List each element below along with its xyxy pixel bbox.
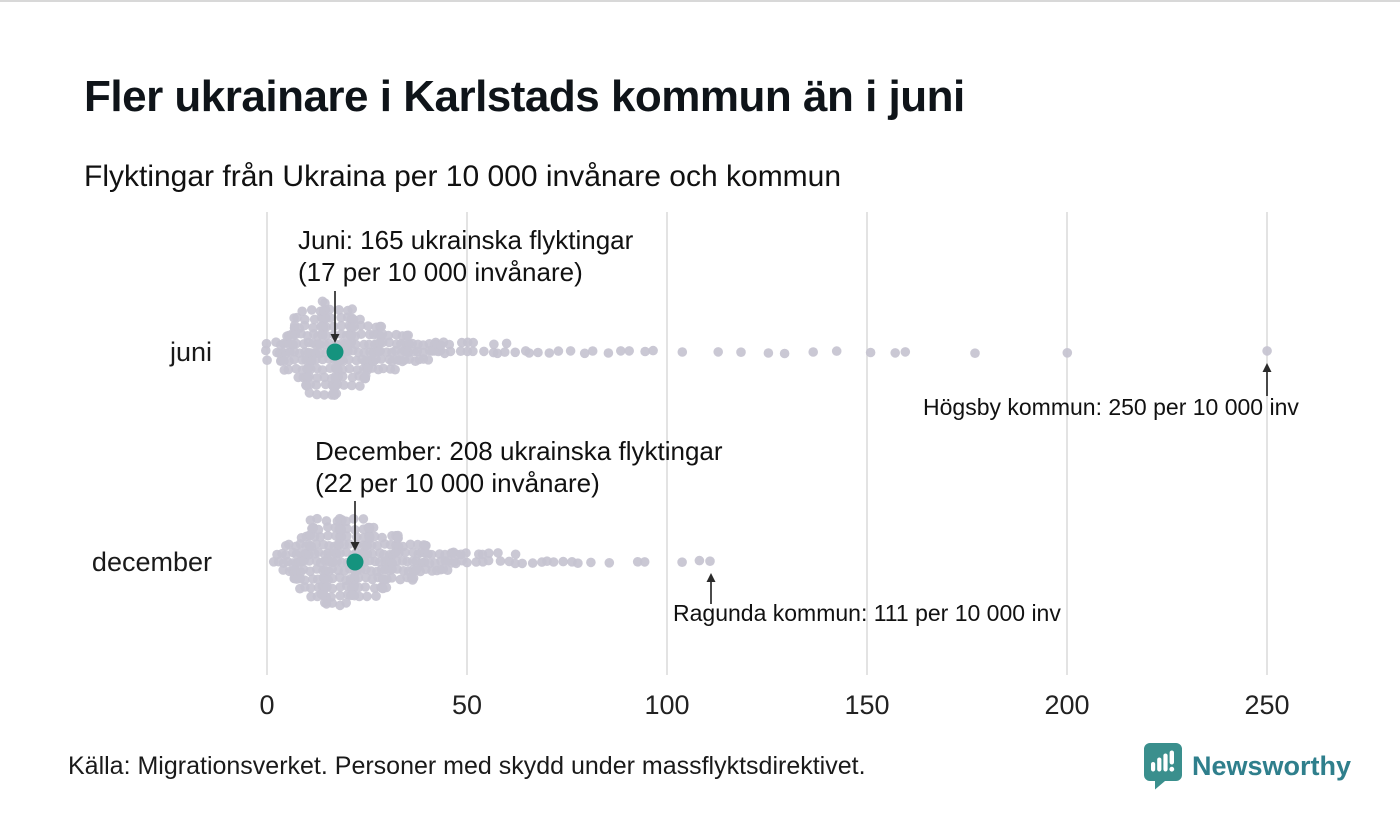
row-label-juni: juni (169, 337, 212, 367)
annotation-december: December: 208 ukrainska flyktingar (22 p… (315, 435, 723, 499)
annotation-december-line1: December: 208 ukrainska flyktingar (315, 436, 723, 466)
x-tick-label: 100 (644, 690, 690, 720)
annotation-juni: Juni: 165 ukrainska flyktingar (17 per 1… (298, 224, 633, 288)
swarm-juni (261, 296, 1272, 401)
annotation-hogsby: Högsby kommun: 250 per 10 000 inv (923, 394, 1299, 420)
highlight-dot-december (346, 553, 364, 571)
newsworthy-logo-text: Newsworthy (1192, 750, 1352, 781)
annotation-arrow-ragunda (706, 573, 716, 604)
highlight-dot-juni (326, 343, 344, 361)
swarm-december (268, 513, 715, 611)
newsworthy-logo: Newsworthy (1143, 742, 1351, 790)
x-tick-label: 0 (259, 690, 275, 720)
page-title: Fler ukrainare i Karlstads kommun än i j… (84, 72, 965, 121)
x-tick-label: 250 (1244, 690, 1290, 720)
annotation-ragunda: Ragunda kommun: 111 per 10 000 inv (673, 600, 1061, 626)
page-subtitle: Flyktingar från Ukraina per 10 000 invån… (84, 160, 842, 193)
speech-bubble-shape (1144, 743, 1182, 790)
annotation-juni-line2: (17 per 10 000 invånare) (298, 257, 583, 287)
newsworthy-logo-icon (1144, 743, 1182, 790)
annotation-arrow-juni (330, 291, 340, 343)
x-tick-label: 200 (1044, 690, 1090, 720)
x-tick-label: 50 (451, 690, 483, 720)
annotation-arrow-december (350, 501, 360, 551)
row-label-december: december (91, 547, 212, 577)
annotation-arrow-hogsby (1262, 363, 1272, 396)
x-tick-label: 150 (844, 690, 890, 720)
gridlines (266, 212, 1268, 675)
annotation-december-line2: (22 per 10 000 invånare) (315, 468, 600, 498)
source-note: Källa: Migrationsverket. Personer med sk… (68, 752, 866, 780)
annotation-juni-line1: Juni: 165 ukrainska flyktingar (298, 225, 634, 255)
